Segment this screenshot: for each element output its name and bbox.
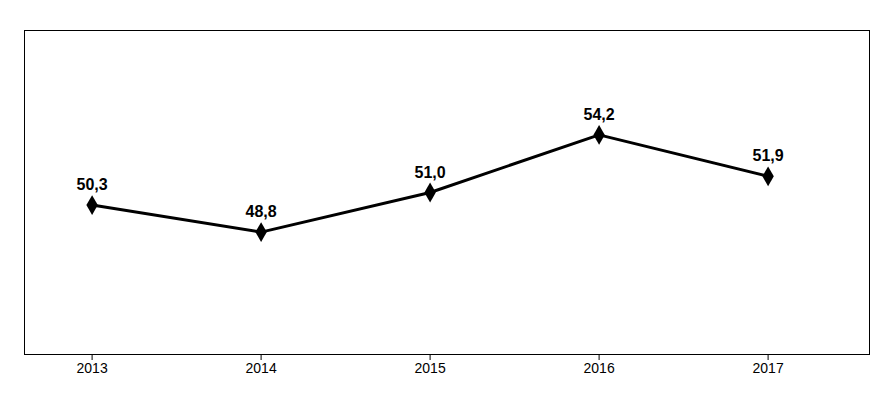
svg-text:2015: 2015 [415, 360, 446, 376]
svg-text:2017: 2017 [753, 360, 784, 376]
svg-text:48,8: 48,8 [246, 203, 277, 220]
svg-text:51,9: 51,9 [753, 147, 784, 164]
svg-text:54,2: 54,2 [584, 106, 615, 123]
svg-text:2016: 2016 [584, 360, 615, 376]
svg-text:2013: 2013 [77, 360, 108, 376]
svg-text:51,0: 51,0 [415, 164, 446, 181]
svg-text:2014: 2014 [246, 360, 277, 376]
svg-text:50,3: 50,3 [77, 176, 108, 193]
